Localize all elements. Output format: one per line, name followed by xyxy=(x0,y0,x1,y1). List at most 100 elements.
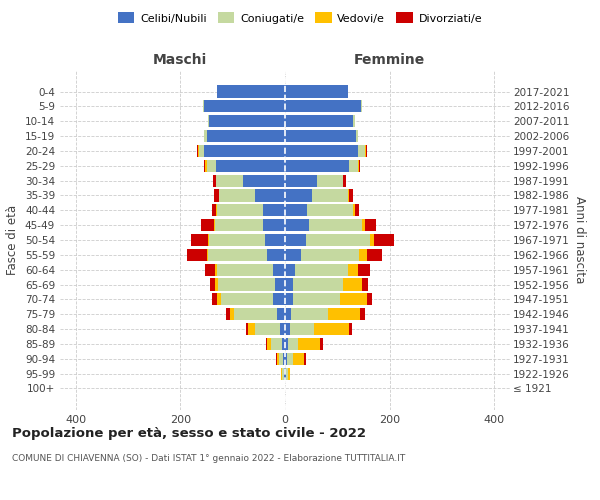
Bar xyxy=(277,352,279,365)
Bar xyxy=(295,264,348,276)
Bar xyxy=(285,294,293,306)
Bar xyxy=(286,368,287,380)
Bar xyxy=(216,174,243,186)
Bar xyxy=(209,234,265,246)
Bar xyxy=(263,219,285,231)
Bar xyxy=(248,323,254,335)
Bar xyxy=(215,264,217,276)
Bar xyxy=(271,338,283,350)
Bar xyxy=(285,219,308,231)
Bar xyxy=(254,190,285,202)
Bar xyxy=(361,308,365,320)
Bar xyxy=(212,204,217,216)
Bar xyxy=(243,174,285,186)
Y-axis label: Fasce di età: Fasce di età xyxy=(7,205,19,275)
Bar xyxy=(359,249,367,261)
Bar xyxy=(349,190,353,202)
Bar xyxy=(217,86,285,98)
Bar xyxy=(283,352,285,365)
Bar xyxy=(285,204,307,216)
Bar xyxy=(217,294,221,306)
Bar xyxy=(206,130,285,142)
Bar xyxy=(199,145,204,157)
Bar xyxy=(187,249,207,261)
Bar xyxy=(274,294,285,306)
Bar xyxy=(285,190,312,202)
Bar xyxy=(285,278,293,290)
Bar xyxy=(203,100,204,112)
Bar xyxy=(367,249,382,261)
Bar xyxy=(275,278,285,290)
Bar xyxy=(215,278,218,290)
Bar xyxy=(246,323,248,335)
Bar xyxy=(285,130,356,142)
Bar xyxy=(277,308,285,320)
Bar xyxy=(308,219,362,231)
Bar xyxy=(314,323,349,335)
Bar xyxy=(209,115,285,128)
Bar xyxy=(205,264,215,276)
Bar xyxy=(207,249,208,261)
Bar xyxy=(358,145,365,157)
Bar xyxy=(362,278,368,290)
Bar xyxy=(285,115,353,128)
Bar xyxy=(284,368,285,380)
Bar xyxy=(285,86,348,98)
Bar xyxy=(208,249,266,261)
Bar xyxy=(365,219,376,231)
Bar xyxy=(214,174,216,186)
Bar xyxy=(214,219,215,231)
Bar xyxy=(304,352,306,365)
Bar xyxy=(201,219,214,231)
Bar xyxy=(279,352,283,365)
Bar xyxy=(266,249,285,261)
Bar xyxy=(348,190,349,202)
Bar xyxy=(215,219,263,231)
Bar xyxy=(307,204,353,216)
Bar xyxy=(317,174,343,186)
Bar xyxy=(285,174,317,186)
Bar xyxy=(361,100,362,112)
Bar xyxy=(283,368,284,380)
Bar xyxy=(293,352,304,365)
Bar xyxy=(283,338,285,350)
Bar xyxy=(293,278,343,290)
Bar xyxy=(287,352,293,365)
Bar xyxy=(191,234,208,246)
Bar xyxy=(367,294,373,306)
Bar xyxy=(285,323,290,335)
Bar xyxy=(290,323,314,335)
Bar xyxy=(287,368,290,380)
Bar xyxy=(358,264,370,276)
Bar xyxy=(353,204,355,216)
Bar xyxy=(353,115,355,128)
Bar xyxy=(306,234,370,246)
Bar xyxy=(280,323,285,335)
Bar xyxy=(340,294,367,306)
Bar xyxy=(285,352,287,365)
Bar xyxy=(285,145,358,157)
Bar xyxy=(343,174,346,186)
Bar xyxy=(230,308,234,320)
Bar xyxy=(285,100,361,112)
Bar xyxy=(285,160,349,172)
Bar xyxy=(362,219,365,231)
Bar xyxy=(285,338,287,350)
Bar xyxy=(274,264,285,276)
Bar xyxy=(206,160,216,172)
Bar xyxy=(221,294,274,306)
Bar xyxy=(359,160,361,172)
Bar xyxy=(287,338,298,350)
Bar xyxy=(234,308,277,320)
Bar xyxy=(217,264,274,276)
Bar xyxy=(355,204,359,216)
Bar xyxy=(365,145,367,157)
Text: COMUNE DI CHIAVENNA (SO) - Dati ISTAT 1° gennaio 2022 - Elaborazione TUTTITALIA.: COMUNE DI CHIAVENNA (SO) - Dati ISTAT 1°… xyxy=(12,454,405,463)
Bar xyxy=(343,278,362,290)
Bar xyxy=(266,338,271,350)
Bar xyxy=(212,294,217,306)
Bar xyxy=(205,130,206,142)
Bar xyxy=(374,234,394,246)
Bar xyxy=(349,160,358,172)
Bar xyxy=(298,338,320,350)
